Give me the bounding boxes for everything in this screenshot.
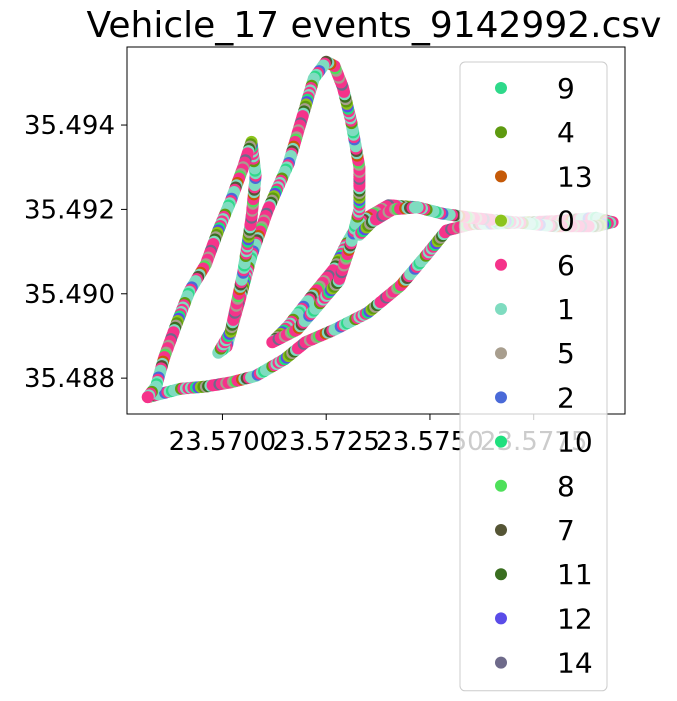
legend-label-0: 0 [557, 205, 575, 238]
legend-marker-2 [495, 391, 507, 404]
legend-label-14: 14 [557, 647, 593, 680]
legend-marker-4 [495, 126, 507, 139]
legend-label-13: 13 [557, 160, 593, 193]
legend-marker-7 [495, 524, 507, 536]
x-tick-label: 23.5725 [272, 427, 380, 457]
legend-marker-12 [495, 612, 507, 625]
legend-marker-0 [495, 214, 507, 227]
legend-label-2: 2 [557, 381, 575, 414]
data-point-series-1 [411, 201, 424, 214]
legend-marker-1 [495, 303, 507, 315]
legend-label-6: 6 [557, 249, 575, 282]
y-tick-label: 35.492 [24, 195, 115, 225]
legend-label-9: 9 [557, 72, 575, 105]
legend-label-10: 10 [557, 426, 593, 459]
legend-marker-10 [495, 435, 507, 448]
legend-label-5: 5 [557, 337, 575, 370]
x-tick-label: 23.5700 [169, 427, 277, 457]
legend-marker-11 [495, 568, 507, 581]
y-tick-label: 35.494 [24, 111, 115, 141]
legend-label-8: 8 [557, 470, 575, 503]
legend-label-1: 1 [557, 293, 575, 326]
legend-marker-9 [495, 82, 507, 94]
legend-label-12: 12 [557, 602, 593, 635]
y-tick-label: 35.490 [24, 280, 115, 310]
legend-marker-14 [495, 656, 507, 669]
legend-marker-5 [495, 347, 507, 360]
data-point-series-6 [141, 391, 154, 404]
axes-frame [126, 46, 626, 415]
y-tick-label: 35.488 [24, 364, 115, 394]
legend-label-7: 7 [557, 514, 575, 547]
legend-label-4: 4 [557, 116, 575, 149]
legend-marker-6 [495, 258, 507, 271]
chart-title: Vehicle_17 events_9142992.csv [87, 5, 662, 46]
legend: 9 4 13 0 6 1 5 2 10 8 7 11 12 14 [459, 61, 608, 692]
legend-marker-8 [495, 479, 507, 492]
legend-marker-13 [495, 170, 507, 183]
legend-box [459, 61, 608, 692]
legend-label-11: 11 [557, 558, 593, 591]
